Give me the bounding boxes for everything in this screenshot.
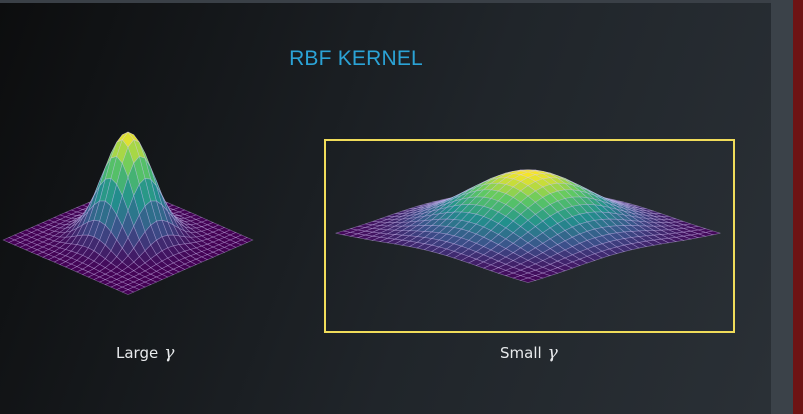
large-gamma-surface-plot xyxy=(0,120,270,320)
large-gamma-label: Large xyxy=(116,344,159,362)
surface-patch xyxy=(519,277,537,283)
surface-patch xyxy=(121,289,135,295)
right-panel-strip xyxy=(771,0,793,414)
slide-title: RBF KERNEL xyxy=(289,47,423,70)
small-gamma-surface-plot xyxy=(332,148,728,328)
small-gamma-surface-svg xyxy=(335,169,721,283)
right-edge-bar xyxy=(793,0,803,414)
top-border xyxy=(0,0,803,3)
large-gamma-caption: Large γ xyxy=(116,343,174,363)
gamma-symbol: γ xyxy=(547,343,558,363)
small-gamma-caption: Small γ xyxy=(500,343,558,363)
small-gamma-label: Small xyxy=(500,344,542,362)
highlight-box xyxy=(324,139,735,333)
large-gamma-surface-svg xyxy=(2,131,254,295)
gamma-symbol: γ xyxy=(164,343,175,363)
